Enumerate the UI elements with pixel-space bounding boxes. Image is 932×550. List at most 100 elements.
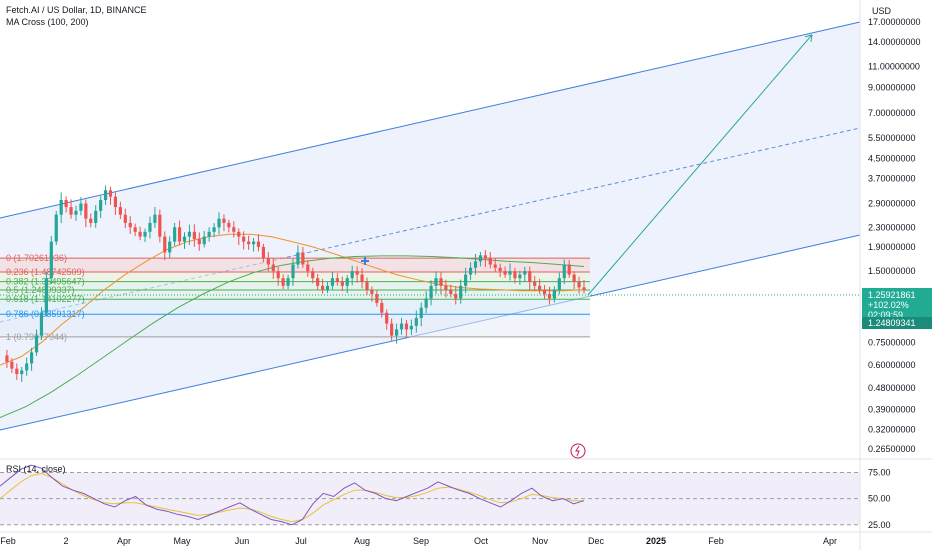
rsi-label: RSI (14, close) [6,464,66,474]
candles-layer [5,185,586,382]
candle-body [473,261,478,268]
time-tick-label: 2 [63,536,68,546]
candle-body [296,252,300,265]
fib-zone [0,314,590,337]
fib-zone [0,258,590,272]
candle-body [251,241,256,245]
candle-body [330,278,335,286]
candle-body [291,264,295,279]
rsi-tick-label: 75.00 [868,467,891,477]
rsi-tick-label: 25.00 [868,520,891,530]
candle-body [572,274,576,282]
chart-title: Fetch.AI / US Dollar, 1D, BINANCE [6,5,147,15]
candle-body [552,289,557,299]
candle-body [138,231,142,237]
candle-body [212,227,216,232]
ma100-line [0,233,585,366]
candle-body [266,258,270,265]
fib-level-label: 0.5 (1.24809337) [6,285,75,295]
price-tick-label: 0.75000000 [868,337,916,347]
currency-label: USD [872,6,892,16]
candle-body [562,264,566,279]
candle-body [459,285,463,299]
price-tag-countdown: 02:09:59 [868,310,903,320]
price-tick-label: 0.26500000 [868,444,916,454]
candle-body [168,241,172,253]
candle-body [533,281,537,286]
candle-body [59,200,63,215]
candle-body [385,312,389,324]
candle-body [345,278,349,286]
candle-body [153,214,157,223]
candle-body [25,363,29,371]
candle-body [355,271,359,275]
price-tick-label: 11.00000000 [868,62,920,72]
price-tag-last: 1.25921861 [868,290,916,300]
candle-body [99,200,103,211]
candle-body [276,271,280,279]
time-axis[interactable]: Feb 2 Apr May Jun Jul Aug Sep Oct Nov Dec 2025 Feb Ap… [0,531,932,546]
candle-body [567,264,571,275]
candle-body [439,278,443,286]
candle-body [34,335,39,353]
price-tag-level-box [862,317,932,329]
candle-body [237,231,241,237]
price-tick-label: 0.39000000 [868,404,916,414]
fib-level-label: 0.236 (1.48742509) [6,267,85,277]
candle-body [54,214,58,242]
candle-body [577,281,581,288]
candle-body [478,255,483,262]
candle-body [242,236,246,242]
candle-body [464,274,468,286]
candle-body [177,227,182,242]
candle-body [256,241,261,247]
candle-body [227,222,231,228]
price-tick-label: 4.50000000 [868,153,916,163]
candle-body [74,210,78,215]
candle-body [350,271,354,279]
candle-body [523,271,527,275]
candle-body [281,278,285,286]
time-tick-label: Oct [474,536,489,546]
candle-body [15,368,19,375]
candle-body [261,246,266,259]
candle-body [49,241,53,279]
candle-body [316,278,320,286]
time-tick-label: Feb [0,536,16,546]
price-axis[interactable]: 17.00000000 14.00000000 11.00000000 9.00000… [859,0,921,550]
candle-body [79,203,83,211]
candle-body [335,278,339,282]
candle-body [118,207,122,215]
candle-body [498,267,502,272]
fib-zone [0,299,590,315]
price-tag: 1.25921861+102.02%02:09:591.24809341 [862,288,932,329]
candle-body [108,190,113,197]
candle-body [123,214,127,223]
candle-body [192,231,196,240]
candle-body [148,222,152,232]
candle-body [454,294,458,299]
rsi-pane [0,458,932,526]
candle-body [538,285,542,290]
candle-body [325,285,330,290]
candle-body [158,214,162,237]
candle-body [340,281,344,286]
candle-body [163,236,167,253]
price-tick-label: 1.50000000 [868,266,916,276]
candle-body [320,285,325,290]
rsi-tick-label: 50.00 [868,494,891,504]
price-tick-label: 0.48000000 [868,383,916,393]
time-tick-label: Jun [235,536,250,546]
candle-body [508,271,512,275]
fib-zone [0,281,590,290]
candle-body [202,236,206,245]
time-tick-label: Feb [708,536,724,546]
time-tick-label: Dec [588,536,605,546]
time-tick-label: Apr [823,536,837,546]
candle-body [247,241,251,245]
candle-body [390,323,394,336]
candle-body [271,264,275,272]
candle-body [424,298,428,308]
candle-body [84,203,88,219]
